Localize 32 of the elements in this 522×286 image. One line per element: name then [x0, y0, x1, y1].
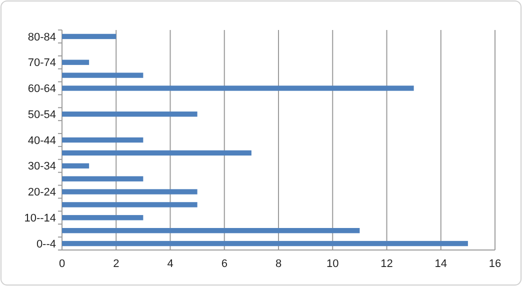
y-tick-label: 30-34 — [28, 160, 56, 173]
bar — [62, 150, 252, 156]
x-tick-label: 8 — [275, 258, 282, 270]
bar — [62, 72, 144, 78]
y-tick-label: 10--14 — [24, 212, 56, 224]
bar — [62, 176, 144, 182]
bar — [62, 137, 144, 143]
y-tick-label: 50-54 — [28, 108, 56, 121]
x-tick-label: 16 — [488, 258, 502, 270]
x-tick-label: 2 — [113, 258, 120, 270]
x-tick-label: 0 — [58, 258, 66, 270]
x-tick-label: 6 — [221, 258, 228, 270]
x-tick-label: 4 — [167, 258, 174, 270]
bar — [62, 202, 198, 208]
y-tick-label: 80-84 — [28, 31, 56, 44]
bar — [62, 112, 198, 117]
x-tick-label: 14 — [434, 258, 447, 270]
bar — [62, 34, 116, 40]
y-tick-label: 70-74 — [28, 57, 56, 70]
bar — [62, 163, 90, 168]
bar — [62, 60, 90, 65]
y-tick-label: 20-24 — [28, 186, 56, 199]
x-tick-label: 12 — [380, 258, 393, 270]
y-tick-label: 0--4 — [36, 238, 56, 250]
bar — [62, 240, 468, 246]
x-tick-label: 10 — [326, 258, 339, 270]
bar — [62, 215, 144, 220]
bar — [62, 86, 414, 91]
bar — [62, 228, 360, 234]
bar — [62, 189, 198, 194]
y-tick-label: 40-44 — [28, 134, 56, 147]
y-tick-label: 60-64 — [28, 83, 56, 96]
